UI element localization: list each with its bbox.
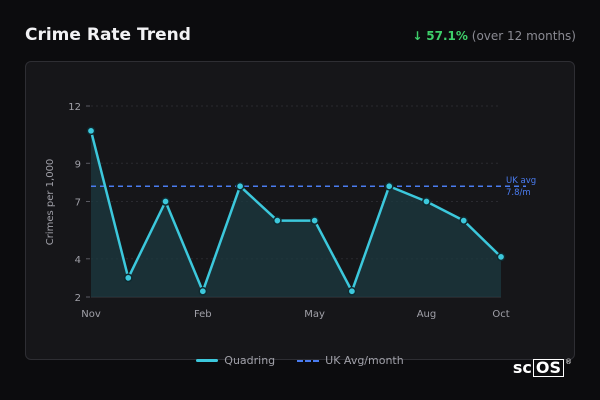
data-point	[273, 216, 282, 225]
chart-panel	[25, 61, 575, 360]
y-tick-label: 2	[75, 293, 81, 304]
brand-logo: sc OS ®	[513, 358, 572, 377]
legend-swatch-line	[196, 359, 219, 362]
legend-item-quadring[interactable]: Quadring	[196, 354, 275, 367]
data-point	[86, 126, 96, 136]
data-point	[384, 181, 394, 191]
data-point	[235, 181, 245, 191]
data-point	[123, 273, 133, 283]
y-tick-label: 9	[75, 159, 81, 170]
legend-item-uk-avg[interactable]: UK Avg/month	[297, 354, 404, 367]
data-point	[459, 216, 469, 225]
y-tick-label: 4	[75, 255, 81, 266]
trend-down-icon: ↓	[412, 29, 423, 43]
data-point	[198, 286, 208, 296]
x-tick-label: May	[304, 309, 325, 320]
chart-title: Crime Rate Trend	[25, 25, 191, 45]
data-point	[161, 197, 170, 206]
change-indicator: ↓ 57.1% (over 12 months)	[412, 29, 576, 43]
reference-label-title: UK avg	[506, 176, 536, 186]
x-tick-label: Aug	[417, 309, 437, 320]
legend-label-quadring: Quadring	[224, 354, 276, 367]
legend-label-uk-avg: UK Avg/month	[325, 354, 404, 367]
x-tick-label: Oct	[492, 309, 509, 320]
data-point	[347, 286, 357, 296]
data-point	[422, 197, 431, 206]
brand-mark: ®	[565, 358, 572, 366]
series-area-fill	[91, 130, 501, 297]
reference-label-value: 7.8/m	[506, 188, 531, 198]
brand-prefix: sc	[512, 358, 532, 377]
x-tick-label: Nov	[81, 309, 101, 320]
x-tick-label: Feb	[194, 309, 212, 320]
brand-boxed: OS	[532, 358, 564, 377]
change-period: (over 12 months)	[471, 29, 576, 43]
y-tick-label: 7	[75, 198, 81, 209]
change-percent: 57.1%	[426, 29, 468, 43]
data-point	[496, 252, 506, 262]
y-axis-label: Crimes per 1,000	[45, 159, 56, 246]
series-line-quadring	[89, 130, 502, 293]
y-tick-label: 12	[68, 102, 81, 113]
legend-swatch-dashed	[297, 359, 320, 362]
chart-legend: Quadring UK Avg/month	[0, 354, 600, 367]
data-point	[310, 216, 319, 225]
